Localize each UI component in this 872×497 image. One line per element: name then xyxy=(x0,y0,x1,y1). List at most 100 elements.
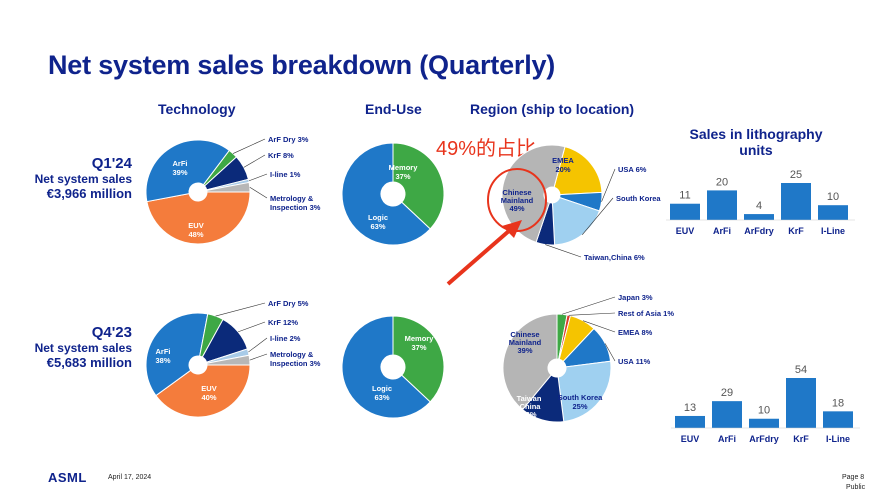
slice-label-south-korea: South Korea xyxy=(558,393,603,402)
slice-logic xyxy=(341,315,431,419)
litho-bar-chart-q4-23: 13 EUV 29 ArFi 10 ArFdry 54 KrF 18 I-Line xyxy=(671,364,860,444)
leader-line-taiwan-china xyxy=(545,244,582,258)
slice-value-logic: 63% xyxy=(374,393,389,402)
slice-emea xyxy=(553,146,603,196)
footer-page: Page 8 xyxy=(842,474,865,481)
bar-arfi xyxy=(712,401,742,428)
quarter-label-q4-23: Q4'23 Net system sales €5,683 million xyxy=(20,324,132,370)
bar-value-krf: 25 xyxy=(790,169,802,181)
slice-value-memory: 37% xyxy=(411,343,426,352)
bar-value-arfi: 20 xyxy=(716,176,728,188)
slice-memory xyxy=(392,315,445,403)
annotation-arrow-shaft xyxy=(446,228,512,286)
annotation-arrow-head xyxy=(502,220,522,238)
bar-i-line xyxy=(823,411,853,428)
slice-euv xyxy=(155,364,251,418)
end-use-header: End-Use xyxy=(365,101,422,117)
slice-value-arfi: 39% xyxy=(172,168,187,177)
bar-category-i-line: I-Line xyxy=(826,434,850,444)
slice-label-logic: Logic xyxy=(368,213,388,222)
leader-line-arf-dry xyxy=(215,302,266,317)
bar-euv xyxy=(675,415,705,428)
quarter-name: Q4'23 xyxy=(91,324,132,341)
slice-value-arfi: 38% xyxy=(155,356,170,365)
quarter-value: €3,966 million xyxy=(46,186,132,201)
bar-category-arfi: ArFi xyxy=(718,434,736,444)
litho-bar-chart-q1-24: 11 EUV 20 ArFi 4 ArFdry 25 KrF 10 I-Line xyxy=(666,169,855,236)
slice-label-arfi: ArFi xyxy=(156,347,171,356)
slice-label-euv: EUV xyxy=(188,221,203,230)
slice-metrology-inspection xyxy=(206,181,251,193)
bar-category-krf: KrF xyxy=(793,434,809,444)
asml-logo: ASML xyxy=(48,470,87,485)
bar-value-krf: 54 xyxy=(795,364,807,376)
slice-memory xyxy=(392,142,445,230)
annotation-text: 49%的占比 xyxy=(436,138,537,160)
slice-label-krf: KrF 12% xyxy=(268,318,298,327)
leader-line-i-line xyxy=(248,337,268,353)
bar-category-krf: KrF xyxy=(788,226,804,236)
technology-header: Technology xyxy=(158,101,236,117)
slice-label2-taiwan-china: ,China xyxy=(518,402,542,411)
slice-label-usa: USA 11% xyxy=(618,357,651,366)
quarter-sub: Net system sales xyxy=(34,172,132,186)
slice-label-emea: EMEA 8% xyxy=(618,328,653,337)
slice-south-korea xyxy=(551,196,601,246)
slice-label-chinese-mainland: Chinese xyxy=(502,188,531,197)
slice-value-chinese-mainland: 49% xyxy=(509,204,524,213)
slice-label-i-line: I-line 2% xyxy=(270,334,301,343)
slice-label-chinese-mainland: Chinese xyxy=(510,330,539,339)
slice-label2-chinese-mainland: Mainland xyxy=(509,338,542,347)
slice-south-korea xyxy=(557,360,612,423)
slice-value-euv: 48% xyxy=(188,230,203,239)
leader-line-japan xyxy=(561,296,616,315)
slice-label-arf-dry: ArF Dry 5% xyxy=(268,299,309,308)
slice-label-euv: EUV xyxy=(201,384,216,393)
leader-line-arf-dry xyxy=(232,138,266,154)
leader-line-krf xyxy=(237,321,266,333)
slice-label-emea: EMEA xyxy=(552,156,574,165)
bar-value-i-line: 10 xyxy=(827,191,839,203)
slice-label-arfi: ArFi xyxy=(173,159,188,168)
slice-value-chinese-mainland: 39% xyxy=(517,346,532,355)
slice-arfi xyxy=(145,139,231,203)
leader-line-usa xyxy=(601,168,616,202)
leader-line-metrology-inspection xyxy=(249,186,268,199)
footer-date: April 17, 2024 xyxy=(108,474,152,481)
bar-category-arfdry: ArFdry xyxy=(744,226,774,236)
bar-category-arfdry: ArFdry xyxy=(749,434,779,444)
litho-header-line1: Sales in lithography xyxy=(689,126,823,142)
leader-line-emea xyxy=(582,320,616,333)
slice-euv xyxy=(146,191,251,245)
bar-value-i-line: 18 xyxy=(832,397,844,409)
slice-label-metrology-inspection: Metrology & xyxy=(270,350,314,359)
quarter-label-q1-24: Q1'24 Net system sales €3,966 million xyxy=(20,155,132,201)
slice-label-south-korea: South Korea xyxy=(616,194,661,203)
slice-label2-metrology-inspection: Inspection 3% xyxy=(270,359,321,368)
slice-label-krf: KrF 8% xyxy=(268,151,294,160)
bar-category-euv: EUV xyxy=(681,434,700,444)
slice-label-memory: Memory xyxy=(405,334,435,343)
slice-value-logic: 63% xyxy=(370,222,385,231)
quarter-sub: Net system sales xyxy=(34,341,132,355)
slice-label-rest-of-asia: Rest of Asia 1% xyxy=(618,309,674,318)
bar-krf xyxy=(786,378,816,428)
slice-value-taiwan-china: 13% xyxy=(521,410,536,419)
slice-label-taiwan-china: Taiwan,China 6% xyxy=(584,253,645,262)
bar-value-arfi: 29 xyxy=(721,387,733,399)
slice-value-euv: 40% xyxy=(201,393,216,402)
leader-line-rest-of-asia xyxy=(568,312,616,316)
leader-line-krf xyxy=(243,154,266,168)
litho-header-line2: units xyxy=(739,142,773,158)
leader-line-i-line xyxy=(248,173,268,182)
annotation-marks xyxy=(446,168,547,286)
litho-header: Sales in lithography units xyxy=(686,126,826,158)
bar-euv xyxy=(670,203,700,220)
region-pie-q4-23: Japan 3% Rest of Asia 1% EMEA 8% USA 11% Sou… xyxy=(502,293,674,423)
